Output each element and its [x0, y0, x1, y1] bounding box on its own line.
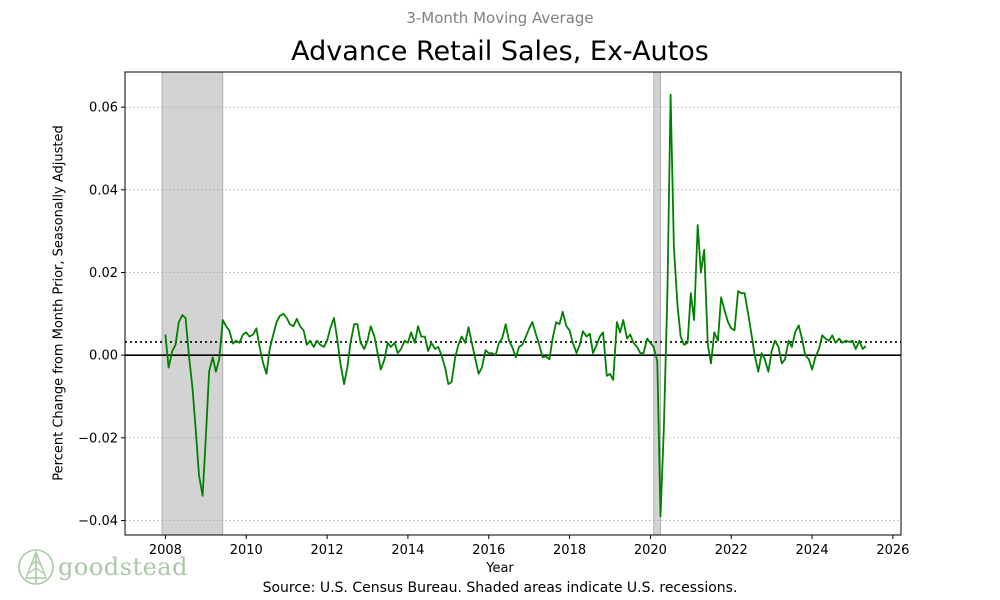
- recession-bands: [161, 71, 662, 536]
- x-tick-label: 2008: [149, 543, 182, 558]
- x-tick-label: 2010: [230, 543, 263, 558]
- y-tick-label: −0.04: [78, 514, 118, 529]
- x-tick-label: 2026: [876, 543, 909, 558]
- tree-logo-icon: [18, 549, 54, 585]
- y-tick-label: 0.02: [89, 266, 118, 281]
- source-note: Source: U.S. Census Bureau. Shaded areas…: [262, 580, 738, 596]
- x-tick-label: 2012: [311, 543, 344, 558]
- series-lines: [164, 93, 867, 518]
- plot-frame: [124, 71, 902, 536]
- y-tick-label: −0.02: [78, 431, 118, 446]
- x-tick-label: 2020: [634, 543, 667, 558]
- x-tick-label: 2024: [796, 543, 829, 558]
- gridlines: [125, 106, 901, 521]
- x-axis-label: Year: [486, 561, 514, 576]
- x-axis-ticks: 2008 2010 2012 2014 2016 2018 2020 2022 2024 2026: [149, 535, 909, 558]
- series-line-moving-average: [164, 93, 867, 518]
- y-tick-label: 0.06: [89, 101, 118, 116]
- x-tick-label: 2022: [715, 543, 748, 558]
- goodstead-logo: goodstead: [18, 546, 188, 588]
- chart-title: Advance Retail Sales, Ex-Autos: [291, 36, 709, 67]
- x-tick-label: 2014: [391, 543, 424, 558]
- chart-subtitle: 3-Month Moving Average: [406, 9, 594, 27]
- logo-text: goodstead: [58, 553, 188, 581]
- x-tick-label: 2016: [472, 543, 505, 558]
- recession-band: [161, 71, 224, 536]
- y-axis-ticks: −0.04 −0.02 0.00 0.02 0.04 0.06: [78, 101, 125, 529]
- y-tick-label: 0.00: [89, 349, 118, 364]
- y-tick-label: 0.04: [89, 183, 118, 198]
- x-tick-label: 2018: [553, 543, 586, 558]
